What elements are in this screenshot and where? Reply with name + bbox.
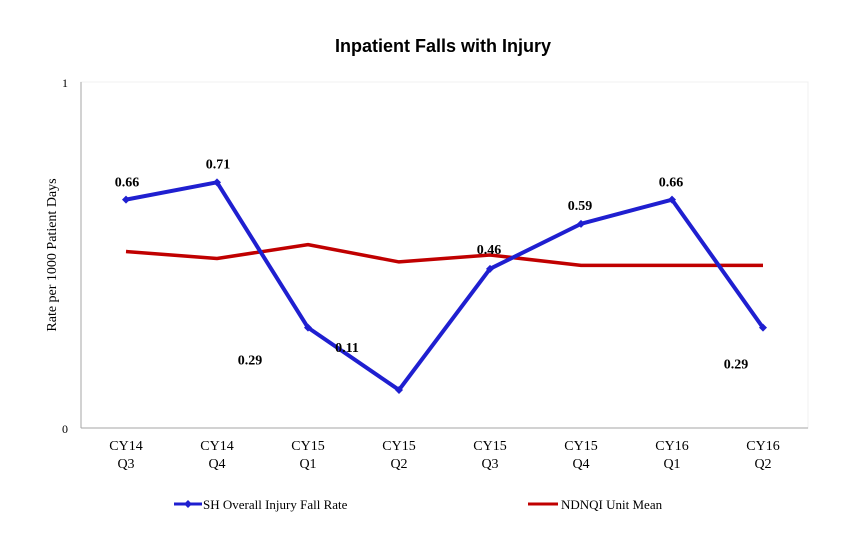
legend: SH Overall Injury Fall Rate NDNQI Unit M… — [174, 497, 663, 512]
data-point[interactable] — [395, 385, 403, 394]
x-tick-label: Q4 — [572, 457, 589, 472]
legend-item-sh-overall[interactable]: SH Overall Injury Fall Rate — [174, 497, 348, 512]
y-tick-label: 0 — [62, 422, 68, 436]
data-point[interactable] — [668, 195, 676, 204]
legend-label: SH Overall Injury Fall Rate — [203, 497, 348, 512]
y-axis-label: Rate per 1000 Patient Days — [45, 178, 60, 331]
data-point[interactable] — [486, 264, 494, 273]
chart-title: Inpatient Falls with Injury — [335, 36, 551, 56]
x-tick-label: CY15 — [473, 439, 506, 454]
legend-label: NDNQI Unit Mean — [561, 497, 663, 512]
data-label: 0.59 — [568, 199, 593, 214]
series-line-1 — [125, 242, 763, 268]
data-label: 0.66 — [115, 176, 140, 191]
data-label: 0.46 — [477, 243, 502, 258]
x-tick-label: Q3 — [117, 457, 134, 472]
data-label: 0.29 — [238, 354, 263, 369]
x-tick-label: Q2 — [390, 457, 407, 472]
y-tick-label: 1 — [62, 76, 68, 90]
x-tick-label: Q1 — [299, 457, 316, 472]
x-tick-label: CY15 — [291, 439, 324, 454]
data-point[interactable] — [577, 219, 585, 228]
x-tick-label: CY16 — [746, 439, 779, 454]
x-tick-label: Q1 — [663, 457, 680, 472]
data-point[interactable] — [304, 323, 312, 332]
data-point[interactable] — [213, 178, 221, 187]
x-tick-label: Q3 — [481, 457, 498, 472]
legend-item-ndnqi-mean[interactable]: NDNQI Unit Mean — [528, 497, 663, 512]
x-tick-label: CY15 — [564, 439, 597, 454]
data-label: 0.66 — [659, 176, 684, 191]
x-tick-label: Q2 — [754, 457, 771, 472]
data-label: 0.29 — [724, 358, 749, 373]
x-tick-label: CY14 — [200, 439, 233, 454]
x-tick-label: Q4 — [208, 457, 225, 472]
x-tick-label: CY15 — [382, 439, 415, 454]
series-line-0 — [125, 180, 765, 392]
data-point[interactable] — [759, 323, 767, 332]
data-label: 0.71 — [206, 157, 231, 172]
data-label: 0.11 — [335, 341, 359, 356]
x-tick-label: CY16 — [655, 439, 688, 454]
legend-marker-icon — [184, 500, 192, 508]
data-point[interactable] — [122, 195, 130, 204]
x-tick-label: CY14 — [109, 439, 142, 454]
